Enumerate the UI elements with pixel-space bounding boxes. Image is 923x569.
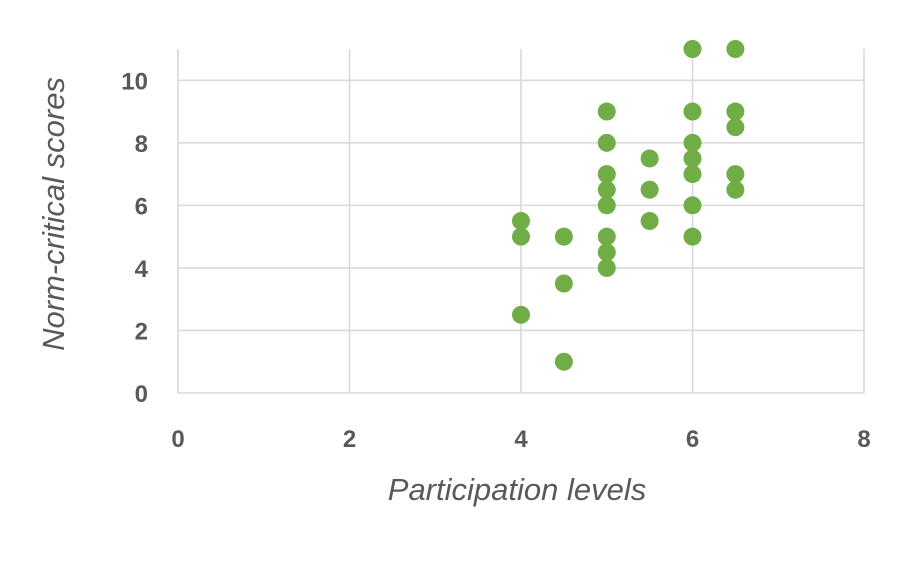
data-point [640, 149, 659, 168]
data-point [554, 352, 573, 371]
data-point [597, 196, 616, 215]
data-point [597, 243, 616, 262]
y-tick-label: 0 [135, 381, 148, 408]
x-tick-label: 6 [686, 426, 699, 453]
x-tick-label: 0 [171, 426, 184, 453]
data-point [554, 274, 573, 293]
y-tick-label: 6 [135, 193, 148, 220]
data-point [726, 165, 745, 184]
x-axis-title: Participation levels [388, 472, 646, 507]
tick-labels: 0 2 4 6 8 10 0 2 4 6 8 [121, 68, 870, 453]
data-point [597, 258, 616, 277]
data-point [726, 118, 745, 137]
y-tick-label: 10 [121, 68, 148, 95]
data-point [597, 180, 616, 199]
data-point [640, 180, 659, 199]
y-tick-label: 4 [135, 256, 149, 283]
data-point [683, 165, 702, 184]
data-point [726, 180, 745, 199]
data-point [512, 227, 530, 246]
data-point [683, 196, 702, 215]
y-tick-label: 2 [135, 318, 148, 345]
data-point [683, 40, 702, 58]
data-point [512, 305, 530, 324]
data-point [683, 133, 702, 152]
data-point [512, 212, 530, 230]
data-point [726, 102, 745, 121]
data-point [683, 227, 702, 246]
data-point [597, 165, 616, 184]
x-tick-label: 8 [857, 426, 870, 453]
data-point [640, 212, 659, 230]
data-point [726, 40, 745, 58]
gridlines [177, 49, 865, 394]
x-tick-label: 4 [514, 426, 528, 453]
data-point [597, 102, 616, 121]
data-points [512, 40, 745, 371]
x-tick-label: 2 [343, 426, 356, 453]
y-axis-title: Norm-critical scores [36, 77, 71, 351]
data-point [683, 102, 702, 121]
data-point [597, 133, 616, 152]
data-point [597, 227, 616, 246]
data-point [554, 227, 573, 246]
y-tick-label: 8 [135, 131, 148, 158]
data-point [683, 149, 702, 168]
